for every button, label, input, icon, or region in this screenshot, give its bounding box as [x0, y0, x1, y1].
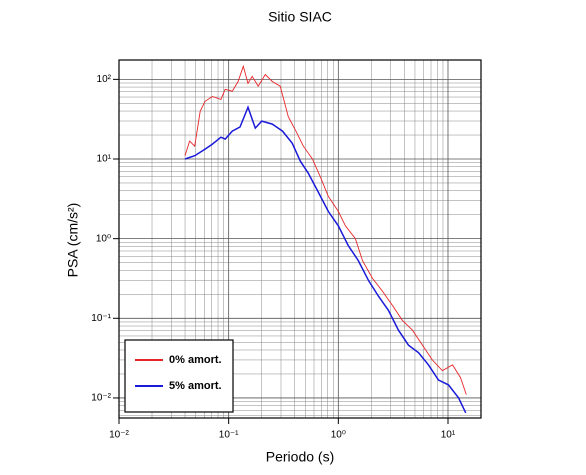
chart-title: Sitio SIAC	[268, 9, 332, 25]
y-tick-label: 10⁻¹	[91, 313, 111, 324]
y-tick-label: 10⁰	[96, 233, 111, 244]
x-tick-label: 10⁰	[331, 430, 346, 441]
y-tick-label: 10²	[97, 74, 112, 85]
legend-label: 5% amort.	[169, 380, 222, 392]
legend-label: 0% amort.	[169, 354, 222, 366]
y-tick-label: 10¹	[97, 154, 112, 165]
x-axis-label: Periodo (s)	[266, 449, 334, 465]
series-line	[184, 64, 467, 395]
x-tick-label: 10¹	[441, 430, 456, 441]
y-tick-label: 10⁻²	[91, 393, 111, 404]
x-tick-label: 10⁻¹	[219, 430, 239, 441]
plot-frame	[118, 59, 482, 419]
legend-box	[124, 339, 234, 413]
series-line	[184, 105, 467, 414]
x-tick-label: 10⁻²	[109, 430, 129, 441]
y-axis-label: PSA (cm/s²)	[65, 203, 81, 278]
